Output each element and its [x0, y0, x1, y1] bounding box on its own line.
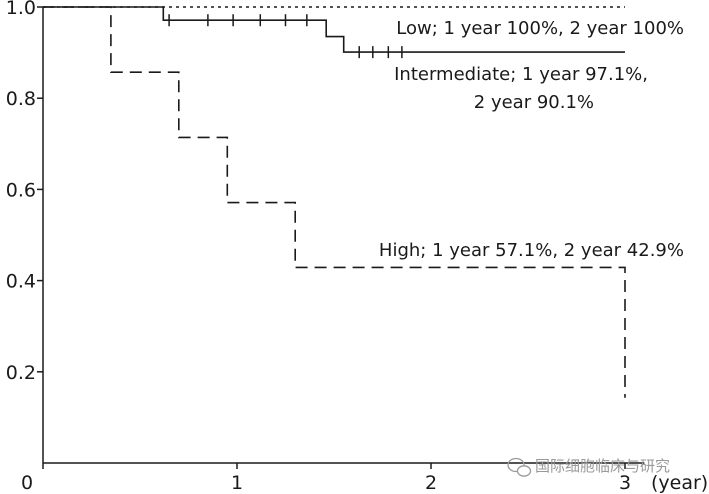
label-intermediate-line1: Intermediate; 1 year 97.1%, — [394, 64, 648, 85]
wechat-icon — [507, 457, 532, 477]
y-tick-label: 1.0 — [6, 0, 36, 19]
y-tick-label: 0.6 — [6, 179, 36, 201]
axes: 0.2 0.4 0.6 0.8 1.0 0 1 2 3 (year) — [6, 0, 708, 494]
watermark-text: 国际细胞临床与研究 — [535, 457, 670, 475]
series-layer — [43, 6, 626, 398]
y-tick-label: 0.4 — [6, 271, 36, 293]
series-line-intermediate — [43, 6, 625, 53]
label-low: Low; 1 year 100%, 2 year 100% — [396, 18, 684, 39]
y-tick-label: 0.8 — [6, 88, 36, 110]
series-line-high — [43, 6, 626, 398]
x-axis-label: (year) — [651, 472, 708, 494]
x-tick-label: 0 — [21, 472, 33, 494]
x-tick-label: 1 — [231, 472, 243, 494]
x-tick-label: 2 — [425, 472, 437, 494]
x-tick-label: 3 — [619, 472, 631, 494]
watermark: 国际细胞临床与研究 — [507, 457, 670, 477]
annotation-layer: Low; 1 year 100%, 2 year 100% Intermediat… — [379, 18, 684, 261]
label-intermediate-line2: 2 year 90.1% — [474, 92, 594, 113]
label-high: High; 1 year 57.1%, 2 year 42.9% — [379, 240, 684, 261]
y-tick-label: 0.2 — [6, 362, 36, 384]
